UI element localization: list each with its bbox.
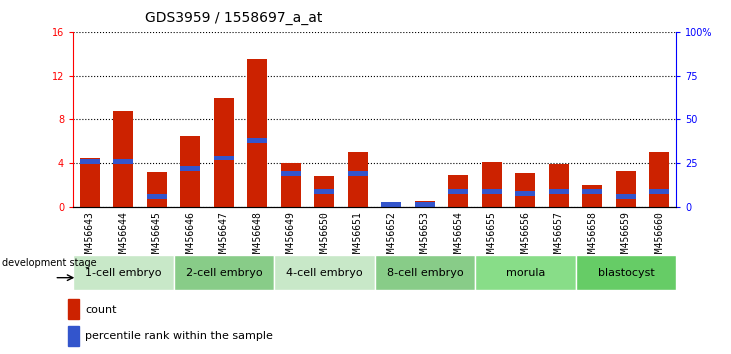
Bar [583,189,602,194]
Text: GSM456644: GSM456644 [118,211,129,263]
Bar [314,189,335,194]
Bar [113,159,134,164]
Bar [583,185,602,207]
Text: GSM456645: GSM456645 [152,211,162,263]
Bar [281,171,301,176]
Text: GSM456652: GSM456652 [387,211,396,263]
Bar [73,255,174,290]
Text: GSM456660: GSM456660 [654,211,664,263]
Text: 8-cell embryo: 8-cell embryo [387,268,463,278]
Bar [482,189,502,194]
Text: percentile rank within the sample: percentile rank within the sample [85,331,273,341]
Bar [147,194,167,199]
Bar [382,202,401,207]
Bar [181,166,200,171]
Text: GSM456657: GSM456657 [554,211,564,263]
Bar [375,255,475,290]
Text: development stage: development stage [1,258,96,268]
Bar [515,173,535,207]
Text: morula: morula [506,268,545,278]
Text: GDS3959 / 1558697_a_at: GDS3959 / 1558697_a_at [145,11,323,25]
Bar [649,189,670,194]
Bar [348,152,368,207]
Bar [281,163,301,207]
Bar [247,138,268,143]
Text: 2-cell embryo: 2-cell embryo [186,268,262,278]
Text: GSM456659: GSM456659 [621,211,631,263]
Bar [415,200,435,207]
Text: GSM456658: GSM456658 [588,211,597,263]
Bar [482,162,502,207]
Bar [181,136,200,207]
Text: GSM456654: GSM456654 [453,211,463,263]
Bar [549,164,569,207]
Text: blastocyst: blastocyst [597,268,654,278]
Bar [415,202,435,207]
Text: GSM456648: GSM456648 [252,211,262,263]
Bar [274,255,375,290]
Bar [68,299,79,319]
Text: 4-cell embryo: 4-cell embryo [286,268,363,278]
Bar [247,59,268,207]
Bar [214,98,234,207]
Bar [80,158,100,207]
Bar [80,159,100,164]
Bar [314,176,335,207]
Bar [348,171,368,176]
Text: count: count [85,305,116,315]
Bar [576,255,676,290]
Text: GSM456647: GSM456647 [219,211,229,263]
Bar [113,111,133,207]
Text: GSM456651: GSM456651 [353,211,363,263]
Text: GSM456643: GSM456643 [85,211,95,263]
Bar [549,189,569,194]
Bar [68,326,79,346]
Bar [616,171,636,207]
Bar [448,175,469,207]
Bar [649,152,670,207]
Bar [515,190,535,195]
Bar [147,172,167,207]
Text: GSM456646: GSM456646 [186,211,195,263]
Bar [174,255,274,290]
Text: 1-cell embryo: 1-cell embryo [85,268,162,278]
Text: GSM456655: GSM456655 [487,211,497,263]
Text: GSM456656: GSM456656 [520,211,531,263]
Bar [382,202,401,207]
Text: GSM456653: GSM456653 [420,211,430,263]
Text: GSM456649: GSM456649 [286,211,296,263]
Bar [214,155,234,160]
Bar [448,189,469,194]
Bar [475,255,576,290]
Bar [616,194,636,199]
Text: GSM456650: GSM456650 [319,211,330,263]
